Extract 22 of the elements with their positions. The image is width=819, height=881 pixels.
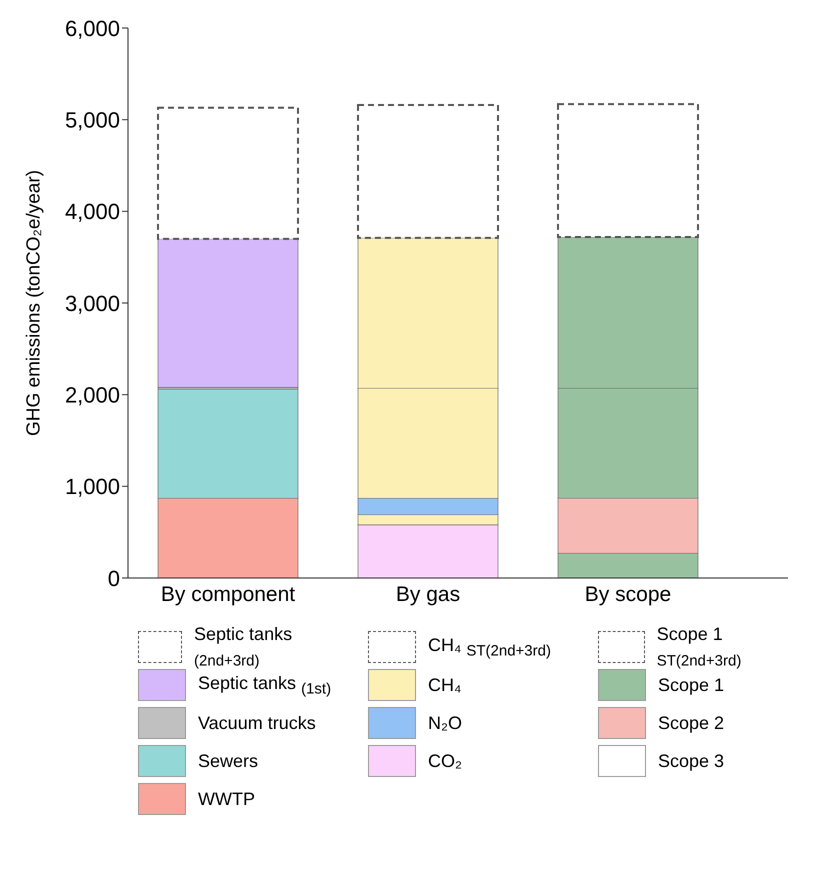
legend-label: CH₄ [428,674,462,696]
y-tick-label: 1,000 [64,474,120,500]
y-tick-label: 3,000 [64,290,120,316]
x-tick-label: By scope [584,582,672,606]
legend-label: WWTP [198,788,255,810]
legend-label: N₂O [428,712,462,734]
y-tick-label: 2,000 [64,382,120,408]
legend-label: Sewers [198,750,258,772]
x-tick-label: By component [160,582,296,606]
y-tick-label: 0 [108,566,120,591]
x-tick-label: By gas [396,582,460,606]
legend-label: Scope 3 [658,750,724,772]
y-tick-label: 5,000 [64,107,120,132]
legend-label: Scope 1 [658,674,724,696]
y-tick-label: 6,000 [64,16,120,41]
legend-label: Vacuum trucks [198,712,316,734]
y-tick-label: 4,000 [64,199,120,224]
legend-label: CO₂ [428,750,462,772]
legend-label: CH₄ $_{ST(2nd+3rd)}$ [428,634,551,660]
legend-label: Septic tanks $_{(1st)}$ [198,672,332,698]
y-axis-title: GHG emissions (tonCO₂e/year) [24,170,45,436]
legend-label: Scope 2 [658,712,724,734]
